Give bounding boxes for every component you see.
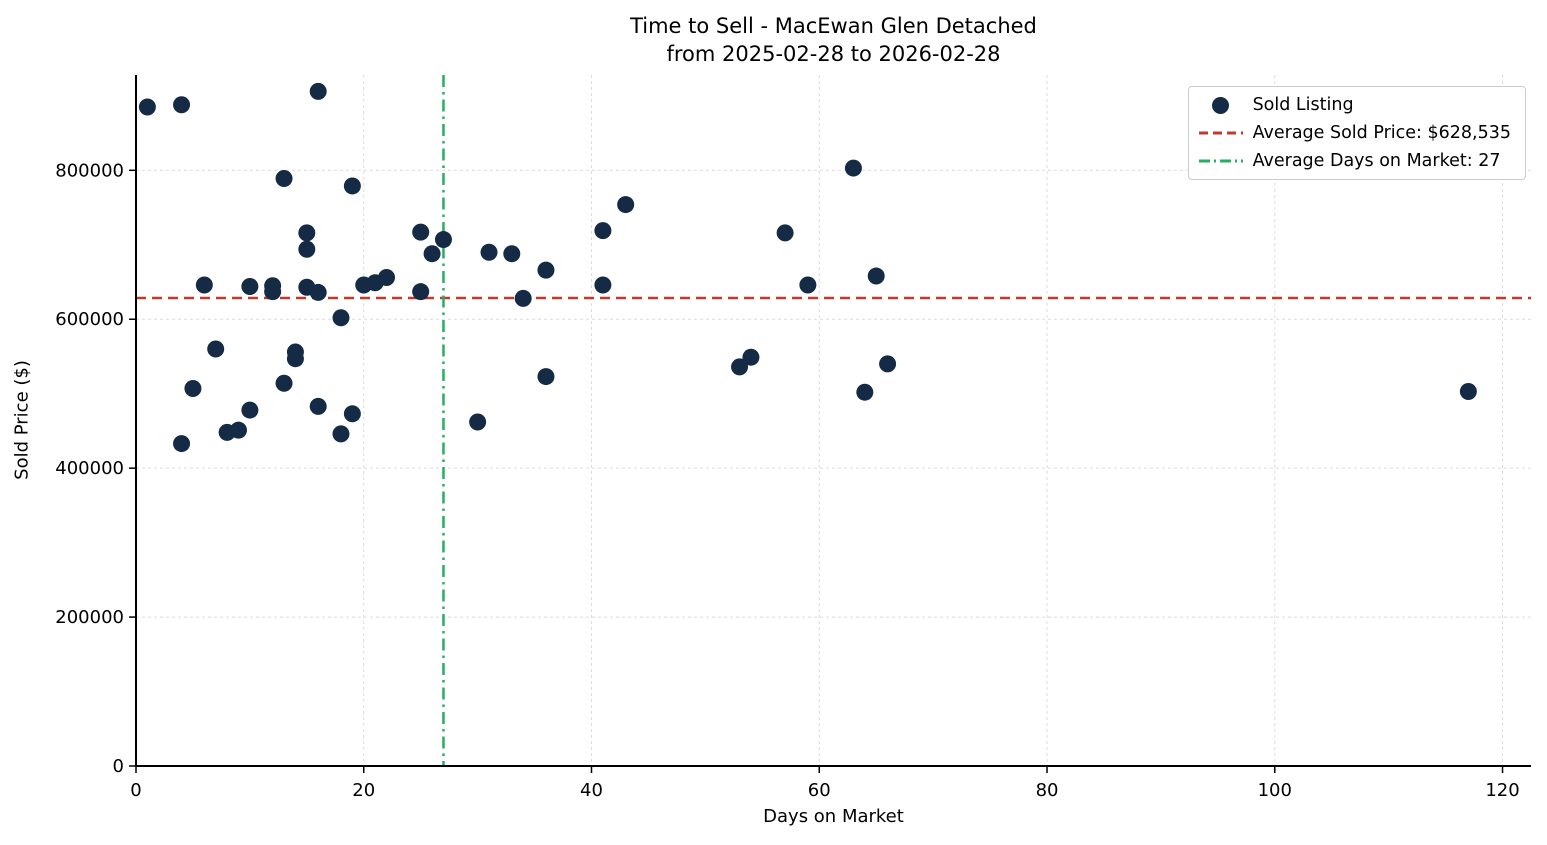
sold-listing-point — [469, 413, 487, 431]
sold-listing-point — [412, 283, 430, 301]
average-days-line-icon — [1198, 152, 1243, 170]
sold-listing-point — [799, 276, 817, 294]
chart-title: Time to Sell - MacEwan Glen Detached — [630, 14, 1037, 38]
sold-listing-point — [309, 397, 327, 415]
x-tick-label: 40 — [580, 780, 603, 801]
sold-listing-point — [229, 421, 247, 439]
sold-listing-point — [594, 222, 612, 240]
legend: Sold Listing Average Sold Price: $628,53… — [1187, 86, 1526, 180]
legend-item-sold-listing: Sold Listing — [1199, 95, 1511, 115]
sold-listing-point — [617, 196, 635, 214]
sold-listing-marker-icon — [1199, 96, 1243, 114]
sold-listing-point — [343, 177, 361, 195]
legend-label-sold-listing: Sold Listing — [1252, 95, 1354, 115]
sold-listing-point — [173, 435, 191, 453]
sold-listing-point — [309, 283, 327, 301]
sold-listing-point — [537, 261, 555, 279]
sold-listing-point — [275, 374, 293, 392]
sold-listing-point — [731, 358, 749, 376]
x-tick-label: 80 — [1036, 780, 1059, 801]
sold-listing-point — [184, 379, 202, 397]
sold-listing-point — [1459, 382, 1477, 400]
sold-listing-point — [298, 240, 316, 258]
x-tick-label: 20 — [352, 780, 375, 801]
chart-subtitle: from 2025-02-28 to 2026-02-28 — [666, 42, 1001, 67]
chart-title-block: Time to Sell - MacEwan Glen Detached fro… — [136, 12, 1531, 69]
legend-item-average-price: Average Sold Price: $628,535 — [1198, 123, 1511, 143]
sold-listing-point — [480, 243, 498, 261]
sold-listing-point — [343, 405, 361, 423]
sold-listing-point — [844, 159, 862, 177]
sold-listing-point — [867, 267, 885, 285]
sold-listing-point — [594, 276, 612, 294]
x-tick-label: 100 — [1258, 780, 1292, 801]
sold-listing-point — [776, 224, 794, 242]
y-tick-label: 600000 — [55, 309, 124, 330]
sold-listing-point — [138, 98, 156, 116]
average-price-line-icon — [1198, 124, 1243, 142]
legend-label-average-days: Average Days on Market: 27 — [1252, 151, 1501, 171]
sold-listing-point — [332, 309, 350, 327]
y-tick-label: 200000 — [55, 607, 124, 628]
sold-listing-point — [434, 231, 452, 249]
x-tick-label: 0 — [130, 780, 141, 801]
sold-listing-point — [378, 269, 396, 287]
sold-listing-point — [537, 368, 555, 386]
y-tick-label: 400000 — [55, 458, 124, 479]
sold-listing-point — [879, 355, 897, 373]
y-tick-label: 800000 — [55, 160, 124, 181]
legend-item-average-days: Average Days on Market: 27 — [1198, 151, 1511, 171]
y-axis-label: Sold Price ($) — [11, 360, 33, 480]
sold-listing-point — [332, 425, 350, 443]
sold-listing-point — [309, 82, 327, 100]
sold-listing-point — [298, 224, 316, 242]
sold-listing-point — [503, 245, 521, 263]
sold-listing-point — [412, 223, 430, 241]
x-axis-label: Days on Market — [763, 806, 904, 827]
sold-listing-point — [241, 277, 259, 295]
x-tick-label: 120 — [1485, 780, 1519, 801]
sold-listing-point — [423, 245, 441, 263]
sold-listing-point — [856, 383, 874, 401]
sold-listing-point — [514, 289, 532, 307]
sold-listing-point — [286, 350, 304, 368]
sold-listing-point — [241, 401, 259, 419]
sold-listing-point — [173, 96, 191, 114]
sold-listing-point — [207, 340, 225, 358]
x-tick-label: 60 — [808, 780, 831, 801]
sold-listing-point — [195, 276, 213, 294]
sold-listing-point — [264, 283, 282, 301]
y-tick-label: 0 — [113, 756, 124, 777]
legend-label-average-price: Average Sold Price: $628,535 — [1252, 123, 1511, 143]
sold-listing-point — [742, 348, 760, 366]
sold-listing-point — [275, 170, 293, 188]
